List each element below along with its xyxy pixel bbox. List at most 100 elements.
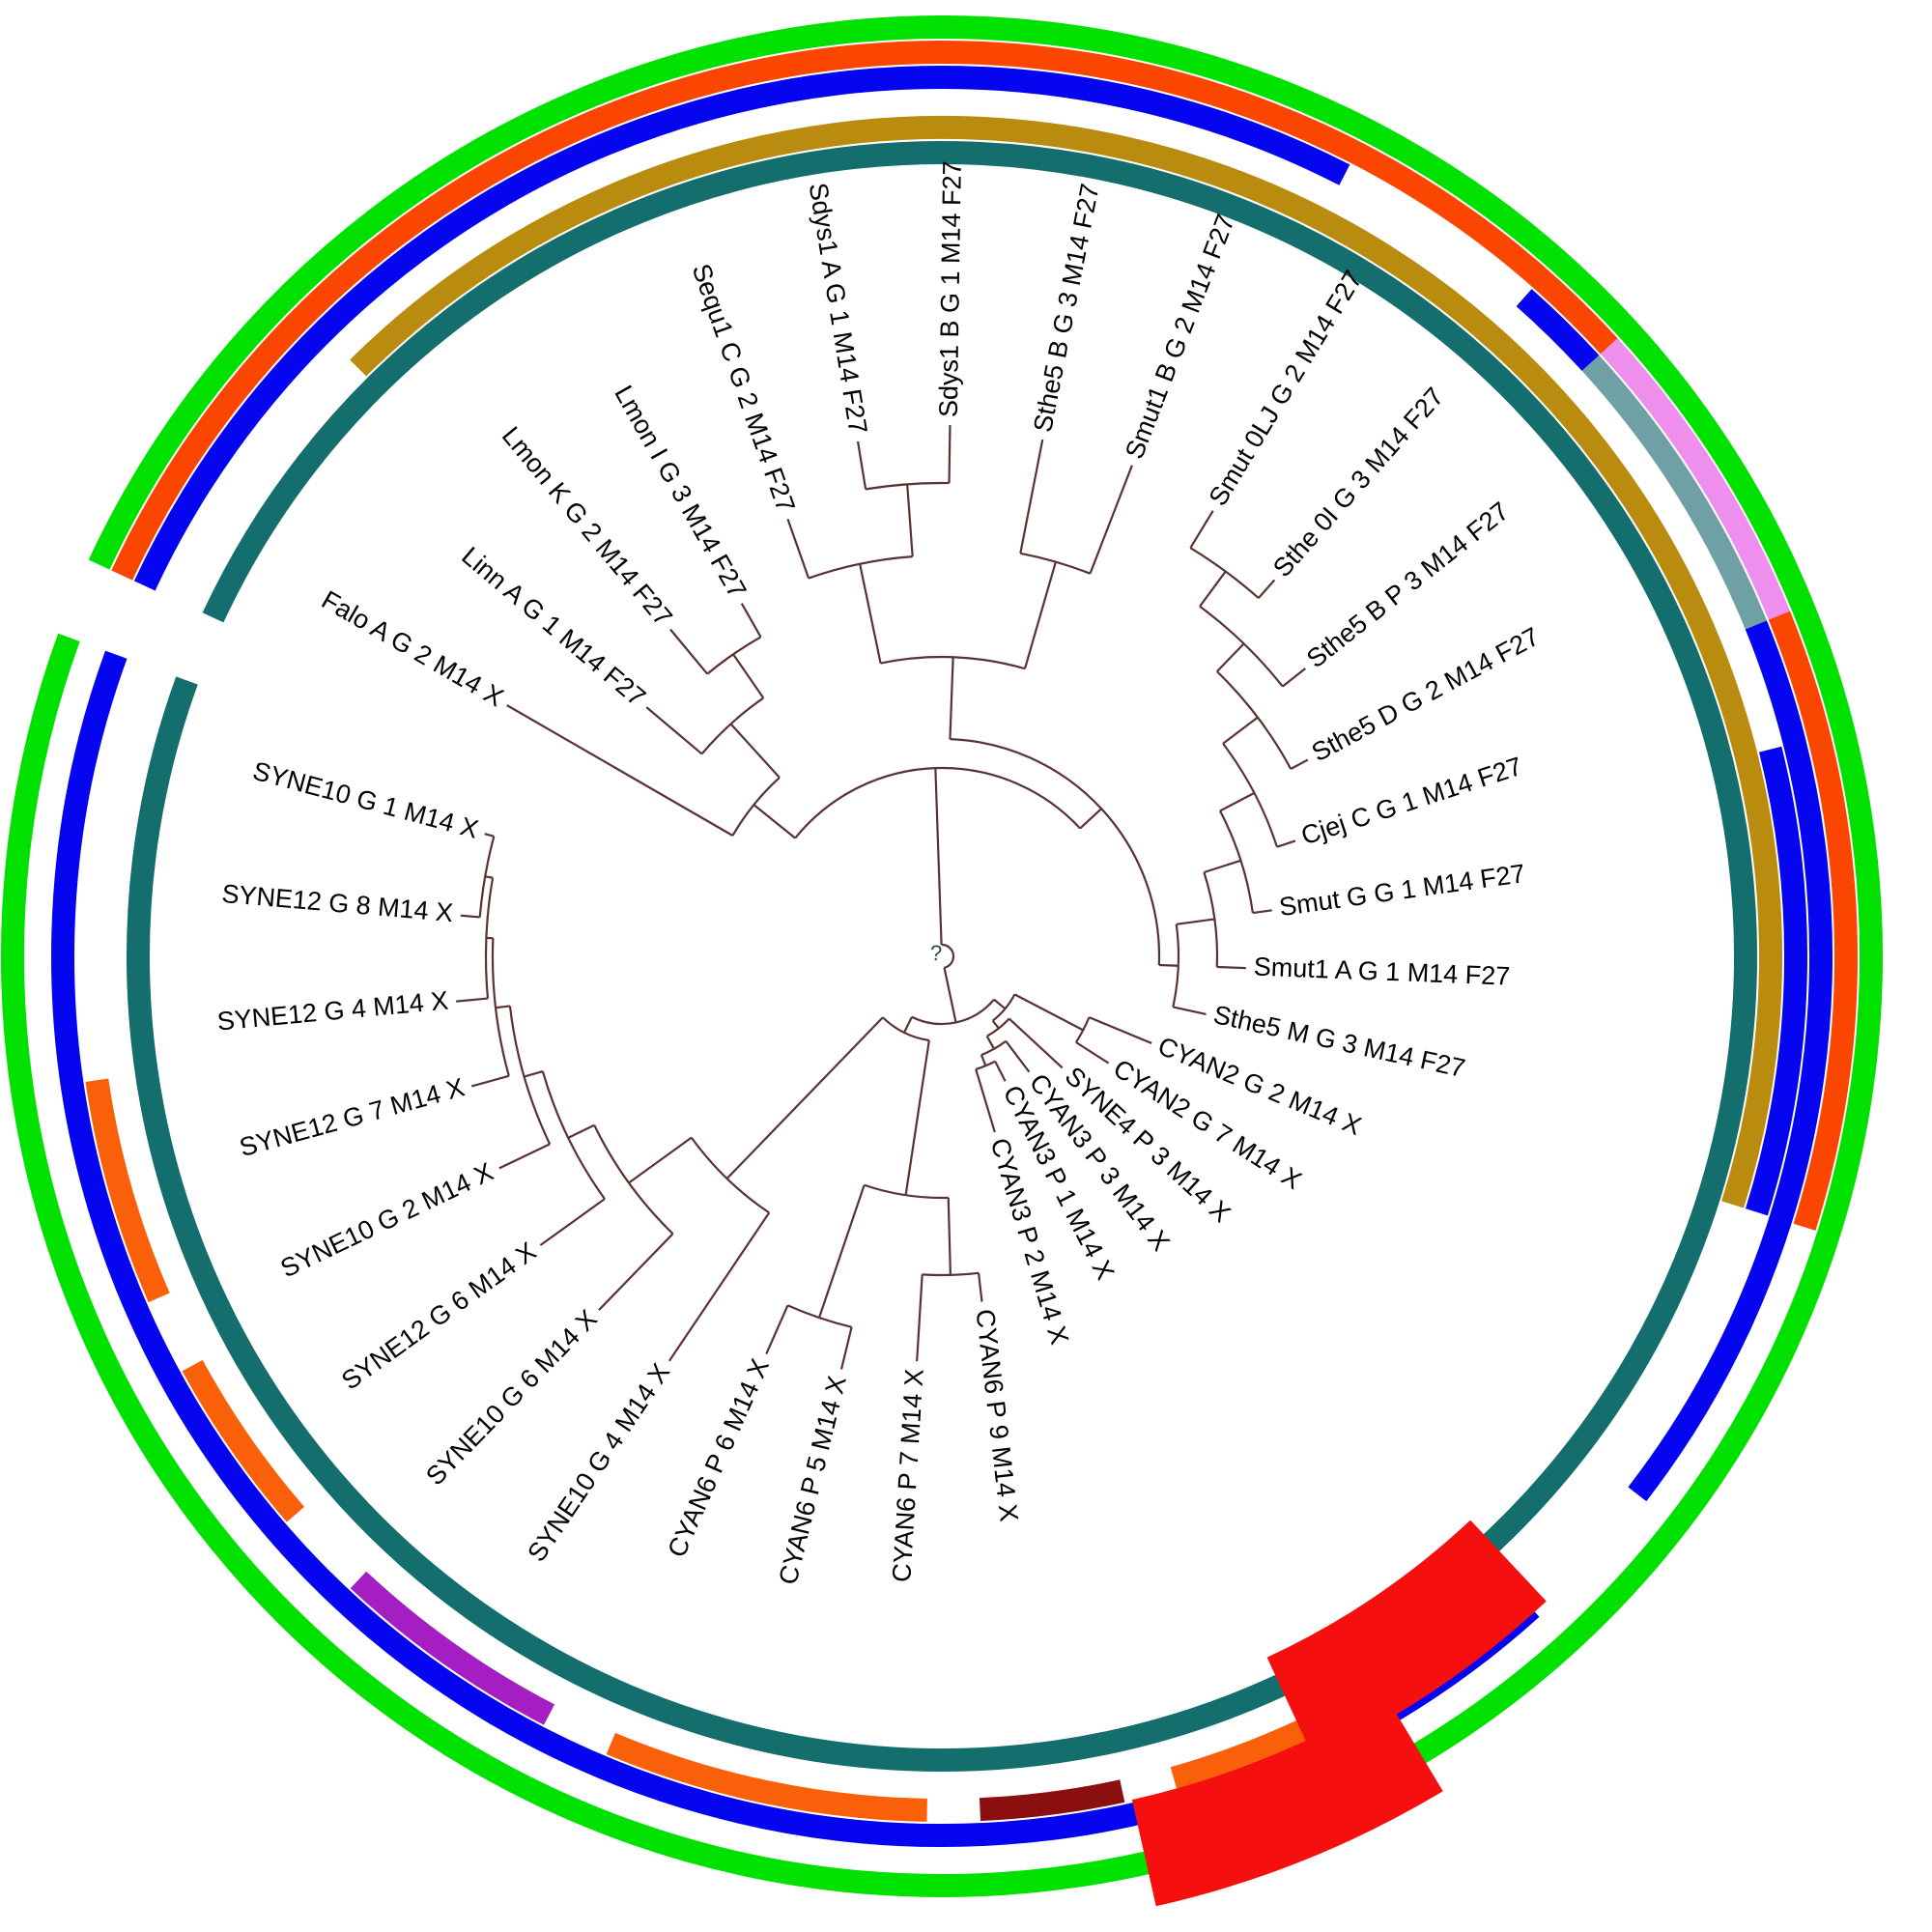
ring-sparse-ring-segment <box>182 1359 305 1522</box>
branch-arc <box>992 993 1016 1022</box>
leaf-label[interactable]: SYNE10 G 4 M14 X <box>522 1358 675 1567</box>
branch-radial <box>993 998 1007 1010</box>
branch-radial <box>740 603 762 639</box>
branch-radial <box>902 1016 913 1034</box>
branch-radial <box>980 1054 987 1066</box>
branch-radial <box>904 1039 930 1196</box>
branch-radial <box>1176 918 1215 925</box>
branch-radial <box>732 653 765 699</box>
branch-radial <box>456 997 489 1003</box>
leaf-label[interactable]: SYNE12 G 4 M14 X <box>216 986 450 1037</box>
leaf-label[interactable]: Smut1 A G 1 M14 F27 <box>1253 952 1511 991</box>
leaf-label[interactable]: SYNE10 G 6 M14 X <box>420 1304 603 1491</box>
leaf-label[interactable]: Sequ1 C G 2 M14 F27 <box>687 260 801 516</box>
branch-arc <box>690 1136 770 1214</box>
branch-radial <box>1189 510 1214 549</box>
leaf-label[interactable]: Sdys1 B G 1 M14 F27 <box>934 160 967 417</box>
ring-host-orangered-segment <box>1768 611 1858 1231</box>
ring-outer-green-segment <box>1 15 1883 1897</box>
ring-sparse-ring-segment <box>350 1571 555 1725</box>
branch-arc <box>1172 923 1180 1008</box>
leaf-label[interactable]: Sthe 0I G 3 M14 F27 <box>1267 382 1449 582</box>
branch-radial <box>1013 993 1084 1032</box>
branch-radial <box>948 425 952 484</box>
branch-radial <box>1075 1041 1110 1065</box>
branch-radial <box>598 1233 674 1311</box>
branch-arc <box>1020 552 1091 575</box>
branch-radial <box>856 440 867 490</box>
branch-arc <box>1189 547 1260 599</box>
branch-radial <box>839 1326 853 1370</box>
branch-radial <box>1008 1017 1064 1069</box>
leaf-label[interactable]: Cjej C G 1 M14 F27 <box>1297 752 1525 851</box>
ring-sparse-ring-segment <box>1745 746 1807 1216</box>
branch-radial <box>1276 839 1296 848</box>
branch-radial <box>985 1036 996 1050</box>
leaf-label[interactable]: SYNE12 G 7 M14 X <box>237 1072 468 1162</box>
red-highlight-block <box>1266 1520 1547 1759</box>
branch-radial <box>753 804 796 839</box>
branch-radial <box>1089 465 1133 575</box>
branch-radial <box>817 1184 866 1319</box>
branch-arc <box>1222 743 1279 848</box>
leaf-label[interactable]: SYNE12 G 6 M14 X <box>336 1236 541 1396</box>
branch-radial <box>1005 1040 1031 1073</box>
leaf-label[interactable]: SYNE10 G 1 M14 X <box>250 756 482 844</box>
branch-radial <box>460 914 480 919</box>
branch-radial <box>1079 808 1102 830</box>
branch-arc <box>808 555 913 580</box>
branch-radial <box>916 1274 923 1362</box>
leaf-label[interactable]: SYNE10 G 2 M14 X <box>276 1157 498 1284</box>
ring-sparse-ring-segment <box>979 1779 1125 1822</box>
leaf-label[interactable]: Smut1 B G 2 M14 F27 <box>1120 211 1240 463</box>
leaf-label[interactable]: Falo A G 2 M14 X <box>317 585 508 713</box>
branch-radial <box>725 1016 884 1179</box>
branch-arc <box>478 836 496 918</box>
branch-arc <box>880 655 1026 670</box>
branch-radial <box>539 1198 606 1246</box>
branch-radial <box>668 1211 771 1362</box>
branch-radial <box>484 875 494 879</box>
branch-radial <box>765 1304 789 1355</box>
branch-radial <box>1023 561 1057 669</box>
leaf-label[interactable]: CYAN6 P 6 M14 X <box>662 1354 775 1561</box>
branch-radial <box>1199 570 1227 608</box>
branch-arc <box>1075 1016 1091 1043</box>
branch-arc <box>787 1304 852 1328</box>
branch-arc <box>950 738 1161 966</box>
branch-radial <box>1173 1006 1207 1015</box>
branch-arc <box>980 1039 1007 1057</box>
tree-branches <box>456 425 1309 1370</box>
branch-radial <box>524 1070 544 1078</box>
leaf-label[interactable]: Sthe5 B G 3 M14 F27 <box>1028 182 1104 435</box>
branch-radial <box>1019 439 1044 554</box>
branch-arc <box>1216 670 1293 770</box>
branch-radial <box>669 628 709 675</box>
leaf-label[interactable]: CYAN6 P 5 M14 X <box>773 1373 851 1587</box>
leaf-label[interactable]: CYAN6 P 7 M14 X <box>887 1368 929 1583</box>
branch-radial <box>977 1272 983 1302</box>
branch-radial <box>498 1143 551 1170</box>
branch-radial <box>1216 642 1245 672</box>
branch-radial <box>949 657 954 740</box>
branch-radial <box>991 1019 1000 1030</box>
leaf-label[interactable]: CYAN6 P 9 M14 X <box>970 1308 1023 1523</box>
leaf-label[interactable]: Smut 0LJ G 2 M14 F27 <box>1203 266 1368 511</box>
branch-radial <box>994 1061 1007 1082</box>
branch-arc <box>922 1271 980 1277</box>
leaf-label[interactable]: Sdys1 A G 1 M14 F27 <box>804 181 873 436</box>
leaf-label[interactable]: SYNE12 G 8 M14 X <box>220 879 454 927</box>
branch-radial <box>1252 909 1272 915</box>
branch-radial <box>645 706 703 755</box>
root-label: ? <box>930 941 942 965</box>
leaf-label[interactable]: Smut G G 1 M14 F27 <box>1277 859 1526 922</box>
ring-goldenrod-ring-segment <box>350 116 1782 1208</box>
branch-arc <box>986 1017 1010 1037</box>
branch-arc <box>941 943 955 969</box>
branch-radial <box>628 1136 693 1184</box>
ring-blue-ring-segment <box>133 66 1350 591</box>
ring-host-orangered-segment <box>111 41 1618 581</box>
branch-radial <box>975 1068 996 1133</box>
